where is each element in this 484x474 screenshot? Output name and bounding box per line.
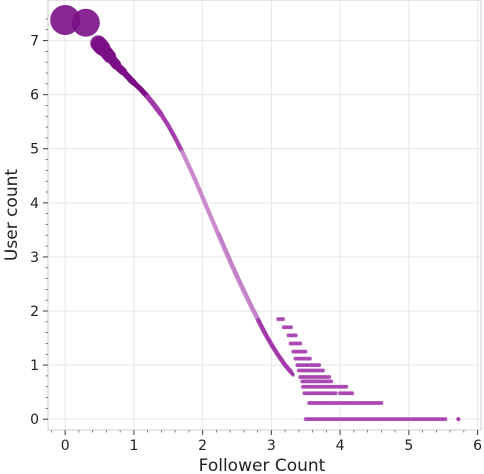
axis-ticks: 0 1 2 3 4 5 6 0 1 2 3 4 5 6 7 <box>30 18 482 454</box>
y-axis-label: User count <box>2 169 22 261</box>
data-point <box>327 374 332 379</box>
data-point <box>293 333 298 338</box>
data-point <box>320 368 325 373</box>
y-tick-label: 2 <box>30 304 39 320</box>
y-tick-label: 1 <box>30 358 39 374</box>
data-point <box>288 369 294 375</box>
data-point <box>443 417 448 422</box>
x-axis-label: Follower Count <box>199 456 326 474</box>
data-point <box>333 391 338 396</box>
data-point <box>71 8 100 37</box>
data-point <box>317 363 322 368</box>
data-points <box>50 5 461 422</box>
x-tick-label: 2 <box>198 438 207 454</box>
y-tick-label: 3 <box>30 250 39 266</box>
y-tick-label: 4 <box>30 196 39 212</box>
data-point <box>379 400 384 405</box>
data-point <box>307 356 312 361</box>
data-point <box>281 317 286 322</box>
x-tick-label: 4 <box>336 438 345 454</box>
data-point <box>291 373 296 377</box>
y-tick-label: 7 <box>30 34 39 50</box>
data-point <box>350 391 355 396</box>
x-tick-label: 3 <box>267 438 276 454</box>
data-point <box>329 379 334 384</box>
data-point <box>344 384 349 389</box>
x-tick-label: 0 <box>61 438 70 454</box>
y-tick-label: 0 <box>30 412 39 428</box>
data-point <box>288 325 293 330</box>
x-tick-label: 5 <box>404 438 413 454</box>
data-point <box>456 417 461 422</box>
data-point <box>298 341 303 346</box>
grid-lines <box>48 0 481 430</box>
y-tick-label: 6 <box>30 88 39 104</box>
data-point <box>303 349 308 354</box>
y-tick-label: 5 <box>30 142 39 158</box>
x-tick-label: 6 <box>473 438 482 454</box>
x-tick-label: 1 <box>129 438 138 454</box>
